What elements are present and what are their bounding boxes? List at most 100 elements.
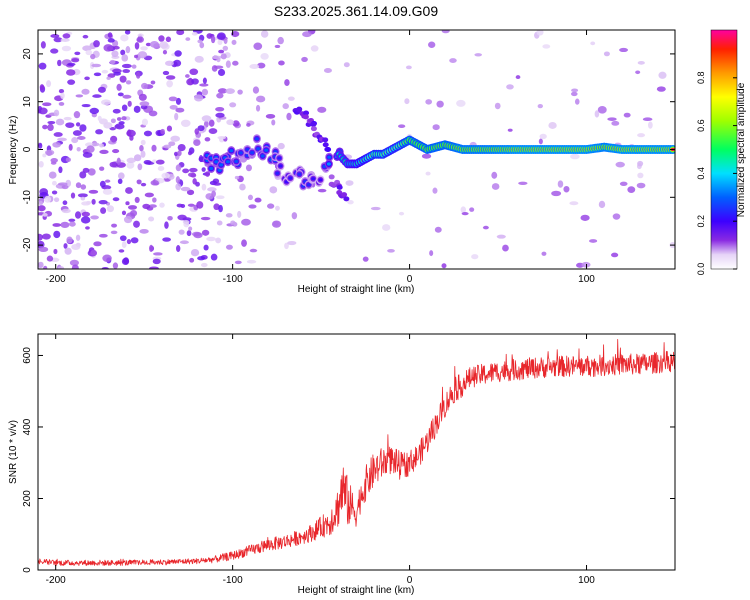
spectrogram-noise-cell bbox=[69, 259, 79, 266]
spectrogram-noise-cell bbox=[404, 98, 410, 105]
spectrogram-noise-cell bbox=[398, 124, 406, 129]
spectrogram-noise-cell bbox=[117, 172, 125, 180]
spectrogram-noise-cell bbox=[165, 60, 174, 66]
spectrogram-noise-cell bbox=[111, 223, 118, 228]
spectrogram-noise-cell bbox=[237, 89, 243, 95]
spectrogram-branch-cell bbox=[310, 121, 317, 127]
spectrogram-noise-cell bbox=[175, 183, 182, 191]
spectrogram-noise-cell bbox=[201, 167, 206, 172]
spectrogram-noise-cell bbox=[160, 128, 165, 135]
spectrogram-noise-cell bbox=[68, 218, 76, 222]
spectrogram-x-label: Height of straight line (km) bbox=[298, 284, 415, 295]
spectrogram-noise-cell bbox=[44, 195, 52, 203]
spectrogram-noise-cell bbox=[211, 190, 216, 198]
spectrogram-noise-cell bbox=[191, 78, 199, 85]
spectrogram-y-label: Frequency (Hz) bbox=[8, 116, 19, 185]
spectrogram-noise-cell bbox=[145, 42, 152, 47]
spectrogram-noise-cell bbox=[112, 108, 121, 114]
spectrogram-noise-cell bbox=[121, 241, 127, 248]
spectrogram-noise-cell bbox=[75, 234, 81, 241]
spectrogram-noise-cell bbox=[343, 62, 350, 68]
spectrogram-noise-cell bbox=[234, 260, 242, 265]
spectrogram-noise-cell bbox=[282, 103, 289, 110]
spectrogram-noise-cell bbox=[421, 153, 432, 159]
snr-x-tick-label: 100 bbox=[578, 575, 595, 586]
spectrogram-noise-cell bbox=[460, 206, 467, 214]
spectrogram-noise-cell bbox=[110, 118, 116, 124]
spectrogram-noise-cell bbox=[38, 240, 45, 249]
figure-title: S233.2025.361.14.09.G09 bbox=[274, 3, 438, 19]
spectrogram-noise-cell bbox=[159, 202, 165, 208]
spectrogram-noise-cell bbox=[82, 34, 89, 39]
spectrogram-noise-cell bbox=[434, 226, 442, 233]
spectrogram-noise-cell bbox=[248, 204, 257, 209]
spectrogram-noise-cell bbox=[135, 71, 141, 79]
spectrogram-noise-cell bbox=[130, 237, 139, 244]
spectrogram-noise-cell bbox=[166, 80, 173, 88]
spectrogram-noise-cell bbox=[119, 75, 127, 83]
spectrogram-noise-cell bbox=[223, 36, 228, 45]
spectrogram-noise-cell bbox=[232, 60, 239, 66]
spectrogram-noise-cell bbox=[204, 137, 211, 142]
spectrogram-noise-cell bbox=[612, 213, 621, 220]
spectrogram-noise-cell bbox=[278, 60, 285, 66]
spectrogram-noise-cell bbox=[541, 251, 547, 256]
spectrogram-noise-cell bbox=[65, 179, 72, 188]
snr-y-tick-label: 200 bbox=[22, 490, 33, 507]
spectrogram-noise-cell bbox=[40, 41, 46, 49]
spectrogram-noise-cell bbox=[189, 68, 199, 76]
spectrogram-noise-cell bbox=[41, 233, 51, 240]
spectrogram-noise-cell bbox=[161, 172, 170, 179]
spectrogram-y-tick-label: 10 bbox=[22, 96, 33, 108]
spectrogram-noise-cell bbox=[563, 185, 570, 193]
spectrogram-noise-cell bbox=[152, 258, 161, 265]
spectrogram-noise-cell bbox=[196, 201, 204, 209]
spectrogram-noise-cell bbox=[265, 113, 276, 119]
spectrogram-noise-cell bbox=[126, 129, 132, 137]
spectrogram-noise-cell bbox=[125, 187, 133, 194]
spectrogram-noise-cell bbox=[387, 248, 395, 253]
spectrogram-noise-cell bbox=[75, 182, 82, 189]
spectrogram-noise-cell bbox=[182, 220, 190, 225]
spectrogram-noise-cell bbox=[43, 265, 48, 269]
spectrogram-noise-cell bbox=[182, 168, 190, 174]
spectrogram-ridge-core bbox=[219, 163, 224, 167]
spectrogram-ridge-core bbox=[217, 168, 222, 172]
spectrogram-noise-cell bbox=[257, 62, 266, 69]
spectrogram-noise-cell bbox=[425, 99, 433, 105]
spectrogram-noise-cell bbox=[200, 262, 208, 268]
spectrogram-noise-cell bbox=[175, 176, 181, 184]
spectrogram-noise-cell bbox=[121, 104, 128, 112]
spectrogram-ridge-core bbox=[209, 166, 214, 171]
spectrogram-noise-cell bbox=[79, 171, 87, 179]
spectrogram-noise-cell bbox=[570, 153, 580, 160]
spectrogram-noise-cell bbox=[174, 50, 182, 57]
spectrogram-noise-cell bbox=[57, 266, 65, 269]
spectrogram-y-tick-label: -10 bbox=[22, 190, 33, 205]
spectrogram-noise-cell bbox=[225, 213, 233, 218]
spectrogram-noise-cell bbox=[57, 182, 68, 186]
spectrogram-noise-cell bbox=[123, 257, 129, 265]
spectrogram-noise-cell bbox=[120, 34, 129, 42]
spectrogram-noise-cell bbox=[38, 200, 43, 206]
spectrogram-noise-cell bbox=[166, 125, 173, 132]
spectrogram-noise-cell bbox=[168, 141, 176, 147]
spectrogram-branch-cell bbox=[322, 137, 329, 143]
spectrogram-noise-cell bbox=[57, 59, 62, 67]
spectrogram-noise-cell bbox=[211, 65, 218, 72]
spectrogram-noise-cell bbox=[122, 94, 132, 99]
spectrogram-noise-cell bbox=[140, 46, 148, 51]
spectrogram-noise-cell bbox=[246, 259, 257, 264]
spectrogram-noise-cell bbox=[491, 183, 500, 190]
spectrogram-noise-cell bbox=[51, 190, 58, 195]
spectrogram-noise-cell bbox=[61, 185, 69, 190]
spectrogram-noise-cell bbox=[186, 230, 192, 237]
spectrogram-y-ticks: -20 -10 0 10 20 bbox=[22, 48, 675, 252]
spectrogram-noise-cell bbox=[286, 112, 292, 121]
spectrogram-noise-cell bbox=[570, 91, 578, 97]
spectrogram-noise-cell bbox=[168, 96, 178, 102]
spectrogram-noise-cell bbox=[194, 94, 204, 102]
spectrogram-noise-cell bbox=[70, 192, 76, 199]
spectrogram-noise-cell bbox=[86, 145, 95, 153]
